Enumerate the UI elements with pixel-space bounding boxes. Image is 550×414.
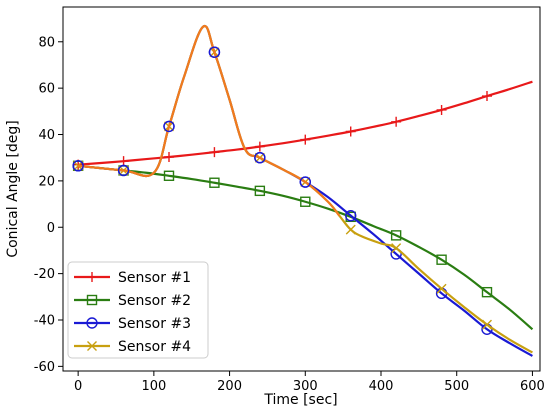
data-point-sensor-1 bbox=[300, 134, 311, 145]
data-point-sensor-3 bbox=[254, 152, 266, 164]
y-axis-label: Conical Angle [deg] bbox=[5, 120, 21, 257]
data-point-sensor-1 bbox=[254, 141, 265, 152]
legend-item-sensor-3: Sensor #3 bbox=[74, 316, 191, 332]
data-point-sensor-4 bbox=[391, 243, 402, 254]
x-axis-label: Time [sec] bbox=[263, 392, 337, 408]
data-point-sensor-2 bbox=[300, 196, 311, 207]
data-point-sensor-3 bbox=[72, 160, 84, 172]
data-point-sensor-1 bbox=[482, 91, 492, 102]
legend-item-sensor-1: Sensor #1 bbox=[74, 270, 191, 286]
data-point-sensor-4 bbox=[436, 283, 447, 294]
y-tick-label: 80 bbox=[38, 35, 55, 50]
x-tick-label: 200 bbox=[217, 379, 242, 394]
data-point-sensor-1 bbox=[391, 116, 402, 127]
data-point-sensor-2 bbox=[390, 230, 402, 241]
series-sensor-1 bbox=[73, 80, 533, 170]
x-tick-label: 0 bbox=[74, 379, 82, 394]
y-tick-label: 20 bbox=[38, 174, 55, 189]
data-point-sensor-1 bbox=[118, 156, 129, 167]
y-tick-label: 0 bbox=[47, 221, 55, 236]
legend-marker bbox=[87, 272, 97, 282]
data-point-sensor-4 bbox=[345, 224, 356, 235]
legend-item-sensor-2: Sensor #2 bbox=[74, 293, 191, 309]
data-point-sensor-3 bbox=[117, 164, 130, 177]
legend-marker bbox=[86, 317, 98, 329]
series-layer bbox=[72, 24, 534, 357]
legend-label: Sensor #4 bbox=[118, 339, 191, 355]
data-point-sensor-1 bbox=[436, 104, 447, 115]
overlap-segment bbox=[72, 24, 341, 217]
x-tick-label: 600 bbox=[520, 379, 545, 394]
legend-label: Sensor #1 bbox=[118, 270, 191, 286]
y-tick-label: 60 bbox=[38, 82, 55, 97]
data-point-sensor-2 bbox=[481, 286, 493, 298]
data-point-sensor-1 bbox=[209, 147, 220, 158]
legend: Sensor #1 Sensor #2 Sensor #3 Sensor #4 bbox=[67, 261, 209, 359]
y-tick-label: -20 bbox=[34, 267, 55, 282]
data-point-sensor-1 bbox=[345, 126, 356, 137]
data-point-sensor-3 bbox=[163, 120, 175, 133]
x-tick-label: 500 bbox=[444, 379, 469, 394]
data-point-sensor-3 bbox=[208, 46, 221, 58]
data-point-sensor-3 bbox=[299, 176, 311, 188]
data-point-sensor-2 bbox=[254, 185, 266, 197]
y-tick-label: 40 bbox=[38, 128, 55, 143]
x-tick-label: 100 bbox=[141, 379, 166, 394]
legend-label: Sensor #3 bbox=[118, 316, 191, 332]
legend-box bbox=[67, 261, 209, 359]
legend-label: Sensor #2 bbox=[118, 293, 191, 309]
data-point-sensor-4 bbox=[482, 319, 492, 330]
x-ticks: 0 100 200 300 400 500 600 bbox=[74, 371, 545, 394]
legend-marker bbox=[87, 341, 97, 351]
data-point-sensor-2 bbox=[436, 254, 447, 265]
legend-item-sensor-4: Sensor #4 bbox=[74, 339, 191, 355]
legend-marker bbox=[86, 294, 98, 306]
data-point-sensor-2 bbox=[209, 177, 220, 188]
data-point-sensor-3 bbox=[345, 209, 357, 222]
y-ticks: -60 -40 -20 0 20 40 60 80 bbox=[34, 35, 63, 375]
x-tick-label: 400 bbox=[369, 379, 394, 394]
x-tick-label: 300 bbox=[293, 379, 318, 394]
y-tick-label: -60 bbox=[34, 360, 55, 375]
data-point-sensor-2 bbox=[163, 170, 175, 181]
y-tick-label: -40 bbox=[34, 313, 55, 328]
data-point-sensor-1 bbox=[164, 152, 174, 163]
overlap-line bbox=[78, 24, 341, 217]
